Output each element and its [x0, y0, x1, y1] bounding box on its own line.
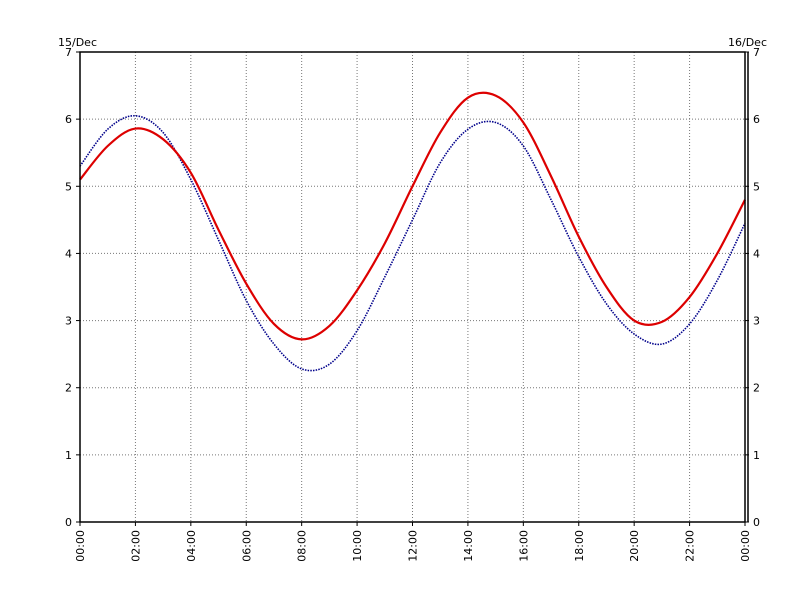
- x-tick-label: 08:00: [296, 530, 309, 562]
- x-tick-label: 20:00: [628, 530, 641, 562]
- y-tick-label-left: 1: [65, 449, 72, 462]
- x-tick-label: 22:00: [684, 530, 697, 562]
- series-line-dotted-blue: [79, 114, 746, 372]
- x-tick-label: 12:00: [407, 530, 420, 562]
- x-tick-label: 14:00: [462, 530, 475, 562]
- y-tick-label-right: 3: [753, 315, 760, 328]
- series-line-solid-red: [79, 91, 746, 341]
- y-tick-label-left: 5: [65, 180, 72, 193]
- x-tick-label: 04:00: [185, 530, 198, 562]
- y-tick-label-left: 3: [65, 315, 72, 328]
- x-tick-label: 00:00: [74, 530, 87, 562]
- y-tick-label-left: 4: [65, 247, 72, 260]
- y-tick-label-right: 5: [753, 180, 760, 193]
- y-tick-label-left: 6: [65, 113, 72, 126]
- axis-labels: 00:00 02:00 04:00 06:00 08:00 10:00 12:00 14:00…: [65, 46, 760, 562]
- x-tick-label: 02:00: [129, 530, 142, 562]
- y-tick-label-right: 0: [753, 516, 760, 529]
- x-tick-label: 18:00: [573, 530, 586, 562]
- x-tick-label: 10:00: [351, 530, 364, 562]
- grid-lines: [80, 52, 745, 522]
- tick-marks: [76, 51, 749, 526]
- y-tick-label-right: 2: [753, 382, 760, 395]
- y-tick-label-right: 1: [753, 449, 760, 462]
- y-tick-label-right: 4: [753, 247, 760, 260]
- y-tick-label-left: 7: [65, 46, 72, 59]
- y-tick-label-left: 0: [65, 516, 72, 529]
- date-label-left: 15/Dec: [58, 36, 97, 49]
- series-group: [79, 91, 746, 372]
- x-tick-label: 06:00: [240, 530, 253, 562]
- y-tick-label-right: 7: [753, 46, 760, 59]
- date-label-right: 16/Dec: [728, 36, 767, 49]
- x-tick-label: 16:00: [517, 530, 530, 562]
- x-tick-label: 00:00: [739, 530, 752, 562]
- y-tick-label-right: 6: [753, 113, 760, 126]
- y-tick-label-left: 2: [65, 382, 72, 395]
